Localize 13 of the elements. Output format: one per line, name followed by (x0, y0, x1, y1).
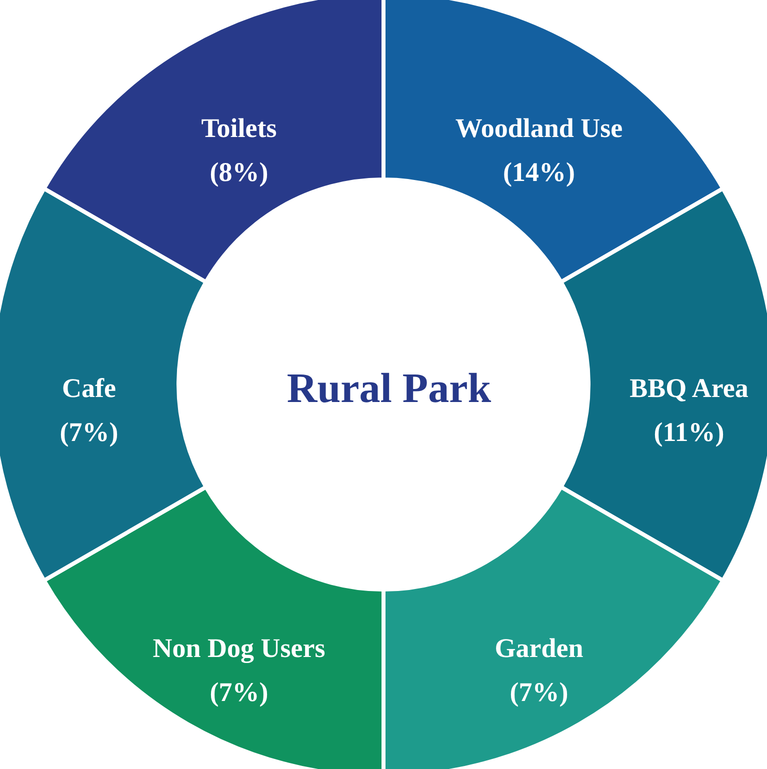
data-label: (7%) (60, 417, 118, 447)
data-label: (11%) (654, 417, 724, 447)
data-label: (7%) (210, 676, 268, 707)
data-label: (14%) (503, 157, 575, 188)
category-label: Woodland Use (455, 113, 623, 144)
data-label: (7%) (510, 676, 568, 707)
category-label: Garden (494, 632, 584, 663)
category-label: BBQ Area (630, 373, 749, 403)
text: Rural Park (286, 366, 492, 412)
category-label: Cafe (62, 373, 116, 403)
category-label: Non Dog Users (152, 632, 326, 663)
data-label: (8%) (210, 157, 268, 188)
category-label: Toilets (201, 113, 277, 144)
